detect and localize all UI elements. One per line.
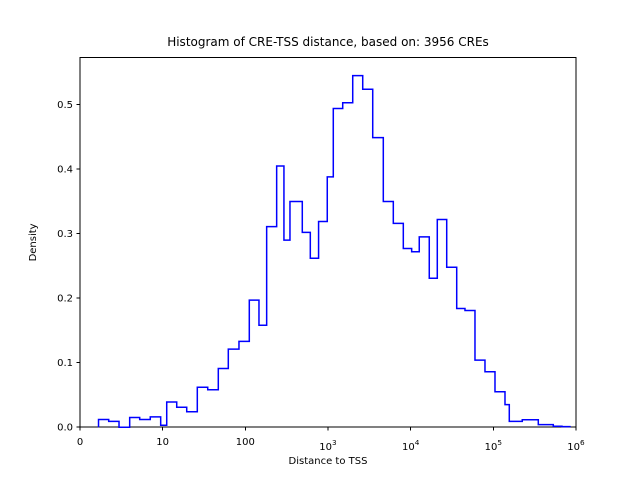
x-tick-label: 100 (236, 437, 255, 448)
x-tick-label: 0 (77, 437, 83, 448)
y-tick-label: 0.2 (57, 294, 73, 305)
x-tick-label: 105 (485, 438, 502, 453)
y-tick-label: 0.1 (57, 358, 73, 369)
plot-box (79, 57, 577, 428)
histogram-step-line (97, 74, 571, 428)
histogram-series-layer (97, 74, 571, 428)
x-tick-label: 10 (156, 437, 169, 448)
y-tick-label: 0.5 (57, 100, 73, 111)
x-tick-label: 104 (402, 438, 420, 453)
x-tick-label: 103 (319, 438, 337, 453)
x-tick-label: 106 (567, 438, 585, 453)
y-axis-label: Density (28, 223, 39, 261)
x-axis-label: Distance to TSS (289, 456, 368, 467)
axes-layer: 0 10 100 103 104 105 106 0.0 0.1 0.2 0.3 0.4 0.5 (57, 57, 585, 453)
y-tick-label: 0.0 (57, 423, 73, 434)
y-tick-label: 0.4 (57, 165, 73, 176)
chart-title: Histogram of CRE-TSS distance, based on:… (167, 35, 489, 49)
y-tick-label: 0.3 (57, 229, 73, 240)
